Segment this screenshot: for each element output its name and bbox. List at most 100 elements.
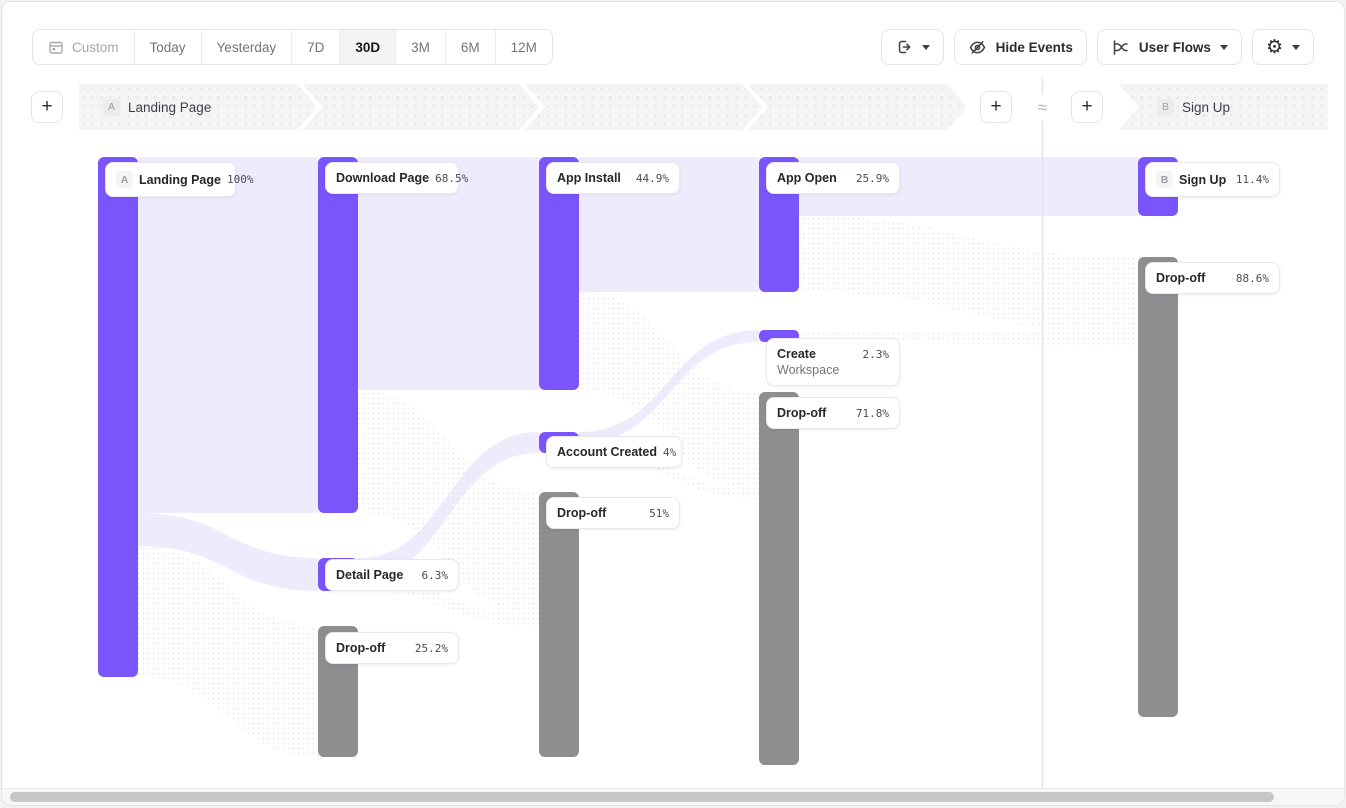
node-name: Detail Page <box>336 568 404 582</box>
node-label-landing-page[interactable]: A Landing Page 100% <box>105 162 253 197</box>
date-range-label: 3M <box>411 39 430 55</box>
node-name: Drop-off <box>557 506 607 520</box>
node-name: Drop-off <box>336 641 386 655</box>
date-range-yesterday[interactable]: Yesterday <box>202 30 293 64</box>
flow-appopen-dropoff <box>799 216 1138 333</box>
node-percent: 68.5% <box>435 171 469 185</box>
date-range-6m[interactable]: 6M <box>446 30 496 64</box>
node-label-dropoff-88[interactable]: Drop-off 88.6% <box>1145 262 1280 294</box>
bar-download-page[interactable] <box>318 157 358 513</box>
date-range-12m[interactable]: 12M <box>496 30 552 64</box>
flow-landing-dropoff <box>138 546 318 757</box>
node-name: App Open <box>777 171 837 185</box>
node-percent: 100% <box>226 173 254 186</box>
chevron-down-icon <box>921 45 930 50</box>
node-name: Sign Up <box>1179 172 1227 187</box>
date-range-30d[interactable]: 30D <box>340 30 397 64</box>
node-percent: 2.3% <box>862 347 890 361</box>
node-name: App Install <box>557 171 621 185</box>
node-label-dropoff-71[interactable]: Drop-off 71.8% <box>766 397 900 429</box>
flow-accountcreated-createworkspace <box>579 330 759 444</box>
node-name: Account Created <box>557 445 658 459</box>
flow-detail-accountcreated <box>358 432 539 579</box>
toolbar: Custom Today Yesterday 7D 30D 3M 6M 12M <box>2 2 1344 74</box>
horizontal-scrollbar-thumb[interactable] <box>10 792 1274 802</box>
bar-dropoff-51[interactable] <box>539 492 579 757</box>
step-a-label: Landing Page <box>128 99 212 115</box>
add-step-before-b-button[interactable]: + <box>1071 91 1103 123</box>
date-range-label: 6M <box>460 39 480 55</box>
step-b-segment[interactable]: B Sign Up <box>1119 84 1328 130</box>
flow-landing-download <box>138 157 318 513</box>
node-percent: 25.9% <box>855 171 889 185</box>
date-range-label: Yesterday <box>216 39 277 55</box>
node-label-app-open[interactable]: App Open 25.9% <box>766 162 900 194</box>
bar-landing-page[interactable] <box>98 157 138 677</box>
view-selector-label: User Flows <box>1138 39 1211 55</box>
date-range-label: 7D <box>307 39 325 55</box>
export-icon <box>898 40 911 54</box>
node-name: Drop-off <box>777 406 827 420</box>
date-range-7d[interactable]: 7D <box>292 30 341 64</box>
node-percent: 51% <box>649 506 669 520</box>
toolbar-actions: Hide Events User Flows ⚙ <box>880 29 1314 65</box>
step-b-label: Sign Up <box>1182 99 1231 115</box>
step-a-segment-1[interactable]: A Landing Page <box>79 84 317 130</box>
node-name: Landing Page <box>139 172 221 187</box>
date-range-label: Custom <box>72 39 119 55</box>
date-range-3m[interactable]: 3M <box>396 30 446 64</box>
node-percent: 4% <box>663 445 677 459</box>
node-label-account-created[interactable]: Account Created 4% <box>546 436 682 468</box>
date-range-label: 30D <box>355 39 381 55</box>
step-b-badge: B <box>1157 98 1174 116</box>
eye-off-icon <box>969 40 985 54</box>
bar-dropoff-71[interactable] <box>759 392 799 765</box>
node-label-download-page[interactable]: Download Page 68.5% <box>325 162 468 194</box>
node-label-app-install[interactable]: App Install 44.9% <box>546 162 680 194</box>
node-label-sign-up[interactable]: B Sign Up 11.4% <box>1145 162 1280 197</box>
flow-bands-dropoff <box>138 216 1138 757</box>
flow-chart-icon <box>1113 39 1128 55</box>
node-badge: A <box>116 171 133 188</box>
horizontal-scrollbar-track[interactable] <box>2 788 1344 805</box>
node-label-detail-page[interactable]: Detail Page 6.3% <box>325 559 459 591</box>
node-percent: 25.2% <box>414 641 448 655</box>
node-badge: B <box>1156 171 1173 188</box>
step-a-segment-3[interactable] <box>525 84 762 130</box>
calendar-icon <box>49 41 63 54</box>
step-a-badge: A <box>103 99 120 116</box>
settings-button[interactable]: ⚙ <box>1251 29 1314 65</box>
node-percent: 71.8% <box>855 406 889 420</box>
hide-events-label: Hide Events <box>995 39 1073 55</box>
node-percent: 11.4% <box>1235 173 1269 186</box>
add-step-after-a-button[interactable]: + <box>980 91 1012 123</box>
date-range-label: Today <box>149 39 186 55</box>
date-range-today[interactable]: Today <box>135 30 202 64</box>
node-percent: 44.9% <box>635 171 669 185</box>
bar-dropoff-88[interactable] <box>1138 257 1178 717</box>
dropoff-bars <box>318 257 1178 765</box>
node-label-create-workspace[interactable]: Create 2.3% Workspace <box>766 338 900 386</box>
node-percent: 6.3% <box>421 568 449 582</box>
section-joiner-symbol: ≈ <box>1029 94 1056 121</box>
node-name: Create <box>777 347 816 361</box>
add-step-before-a-button[interactable]: + <box>31 91 63 123</box>
node-name: Download Page <box>336 171 430 185</box>
node-percent: 88.6% <box>1235 271 1269 285</box>
node-name: Drop-off <box>1156 271 1206 285</box>
export-button[interactable] <box>880 29 944 65</box>
step-a-segment-2[interactable] <box>303 84 539 130</box>
view-selector-button[interactable]: User Flows <box>1096 29 1242 65</box>
gear-icon: ⚙ <box>1265 35 1283 58</box>
chevron-down-icon <box>1219 45 1228 50</box>
event-bars <box>98 157 1178 677</box>
step-a-segment-4[interactable] <box>748 84 967 130</box>
date-range-custom[interactable]: Custom <box>33 30 135 64</box>
hide-events-button[interactable]: Hide Events <box>953 29 1087 65</box>
flow-landing-detail <box>138 513 318 591</box>
date-range-selector: Custom Today Yesterday 7D 30D 3M 6M 12M <box>32 29 553 65</box>
node-label-dropoff-25[interactable]: Drop-off 25.2% <box>325 632 459 664</box>
node-name-line2: Workspace <box>777 363 840 377</box>
node-label-dropoff-51[interactable]: Drop-off 51% <box>546 497 680 529</box>
